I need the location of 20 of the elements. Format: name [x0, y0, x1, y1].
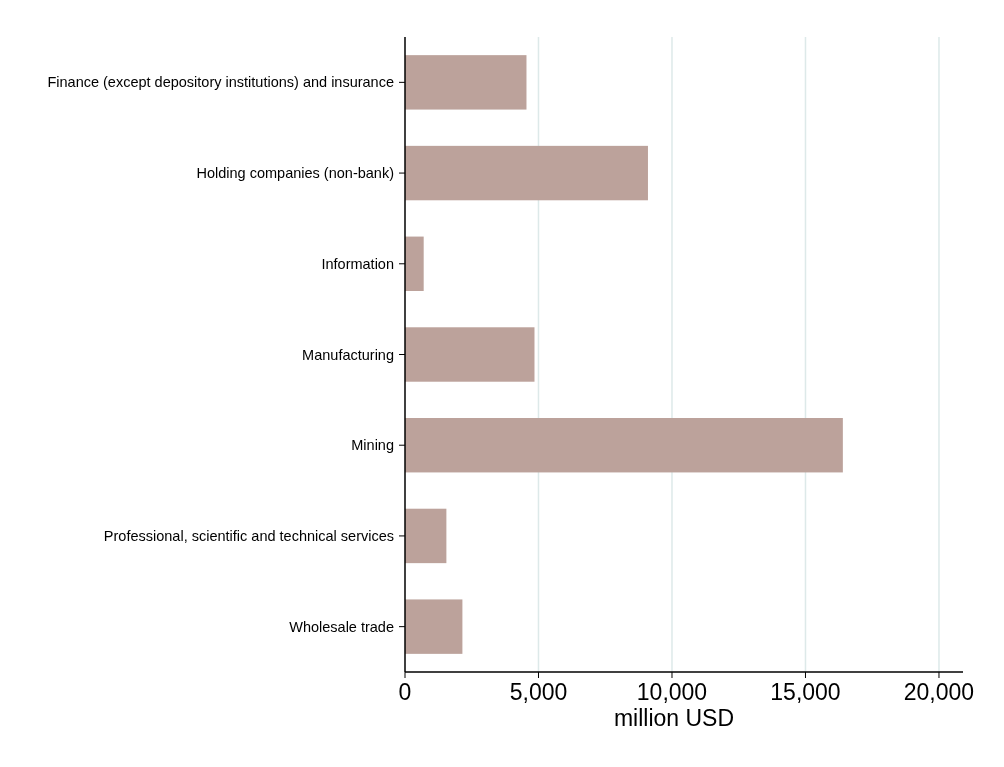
y-tick-label: Information	[321, 255, 394, 272]
y-tick-label: Holding companies (non-bank)	[196, 165, 394, 182]
x-tick-label: 5,000	[509, 679, 568, 705]
bar	[405, 599, 463, 654]
bar	[405, 418, 843, 473]
y-tick-label: Finance (except depository institutions) and insurance	[47, 74, 394, 91]
x-tick-label: 0	[398, 679, 412, 705]
x-tick-label: 15,000	[770, 679, 841, 705]
y-tick-label: Professional, scientific and technical services	[103, 528, 394, 544]
bar	[405, 55, 527, 110]
x-tick-label: 20,000	[903, 679, 975, 705]
y-tick-label: Manufacturing	[302, 346, 394, 363]
bar	[405, 508, 447, 564]
x-tick-label: 10,000	[636, 679, 708, 705]
y-tick-label: Mining	[351, 437, 394, 454]
bar	[405, 145, 648, 201]
bar	[405, 236, 424, 291]
bar	[405, 327, 535, 382]
x-axis-title: million USD	[613, 705, 735, 731]
y-tick-label: Wholesale trade	[289, 618, 394, 635]
